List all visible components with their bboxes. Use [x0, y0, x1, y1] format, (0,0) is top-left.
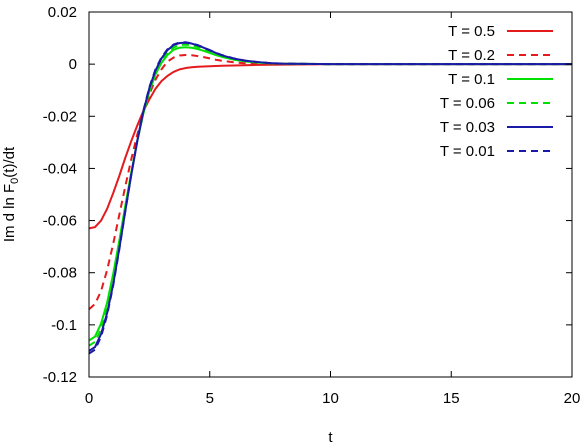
series-line [88, 43, 572, 347]
legend-label: T = 0.2 [448, 47, 495, 64]
legend-label: T = 0.5 [448, 23, 495, 40]
y-axis-label-prefix: Im d ln F [1, 184, 18, 242]
legend: T = 0.5 T = 0.2 T = 0.1 T = 0.06 T = 0.03 T =… [440, 23, 553, 160]
series-line [88, 46, 572, 342]
x-axis-label: t [328, 429, 333, 446]
y-axis-label-suffix: (t)/dt [1, 146, 18, 178]
series-line [88, 41, 572, 355]
x-tick-label: 15 [443, 390, 460, 407]
y-tick-label: -0.06 [43, 213, 77, 230]
series-line [88, 63, 572, 230]
axis-ticks: 0 5 10 15 20 -0.12 -0.1 -0.08 -0.06 -0.04 -0.02 0 0.… [43, 4, 581, 407]
x-tick-label: 20 [564, 390, 581, 407]
y-tick-label: -0.02 [43, 108, 77, 125]
x-tick-label: 10 [322, 390, 339, 407]
series-line [88, 54, 572, 310]
x-tick-label: 5 [206, 390, 214, 407]
legend-label: T = 0.03 [440, 119, 495, 136]
y-tick-label: -0.04 [43, 160, 77, 177]
series-lines [88, 41, 572, 355]
y-tick-label: 0 [69, 56, 77, 73]
legend-label: T = 0.01 [440, 143, 495, 160]
y-tick-label: 0.02 [48, 4, 77, 21]
plot-frame [88, 11, 573, 378]
y-axis-label-subscript: 0 [9, 178, 21, 184]
legend-label: T = 0.1 [448, 71, 495, 88]
y-axis-label: Im d ln F0(t)/dt [1, 146, 21, 242]
y-tick-label: -0.1 [51, 317, 77, 334]
x-tick-label: 0 [85, 390, 93, 407]
legend-label: T = 0.06 [440, 95, 495, 112]
y-tick-label: -0.12 [43, 369, 77, 386]
series-line [88, 41, 572, 352]
y-tick-label: -0.08 [43, 265, 77, 282]
